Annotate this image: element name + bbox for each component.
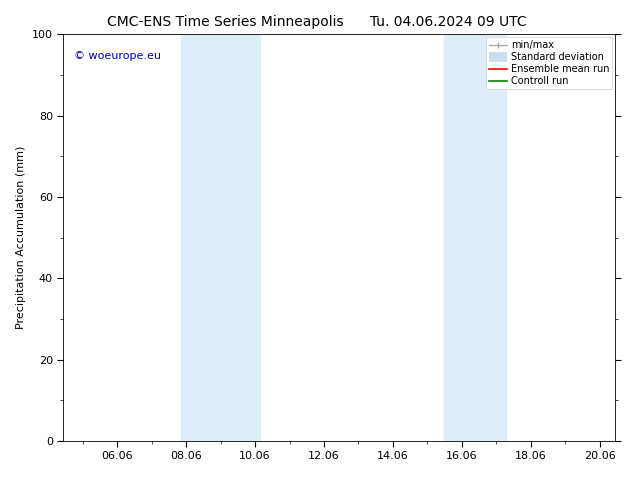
Bar	[181, 34, 224, 441]
Bar	[224, 34, 260, 441]
Bar	[444, 34, 479, 441]
Bar	[479, 34, 507, 441]
Legend: min/max, Standard deviation, Ensemble mean run, Controll run: min/max, Standard deviation, Ensemble me…	[486, 37, 612, 89]
Text: © woeurope.eu: © woeurope.eu	[74, 50, 162, 61]
Text: CMC-ENS Time Series Minneapolis      Tu. 04.06.2024 09 UTC: CMC-ENS Time Series Minneapolis Tu. 04.0…	[107, 15, 527, 29]
Y-axis label: Precipitation Accumulation (mm): Precipitation Accumulation (mm)	[16, 146, 27, 329]
